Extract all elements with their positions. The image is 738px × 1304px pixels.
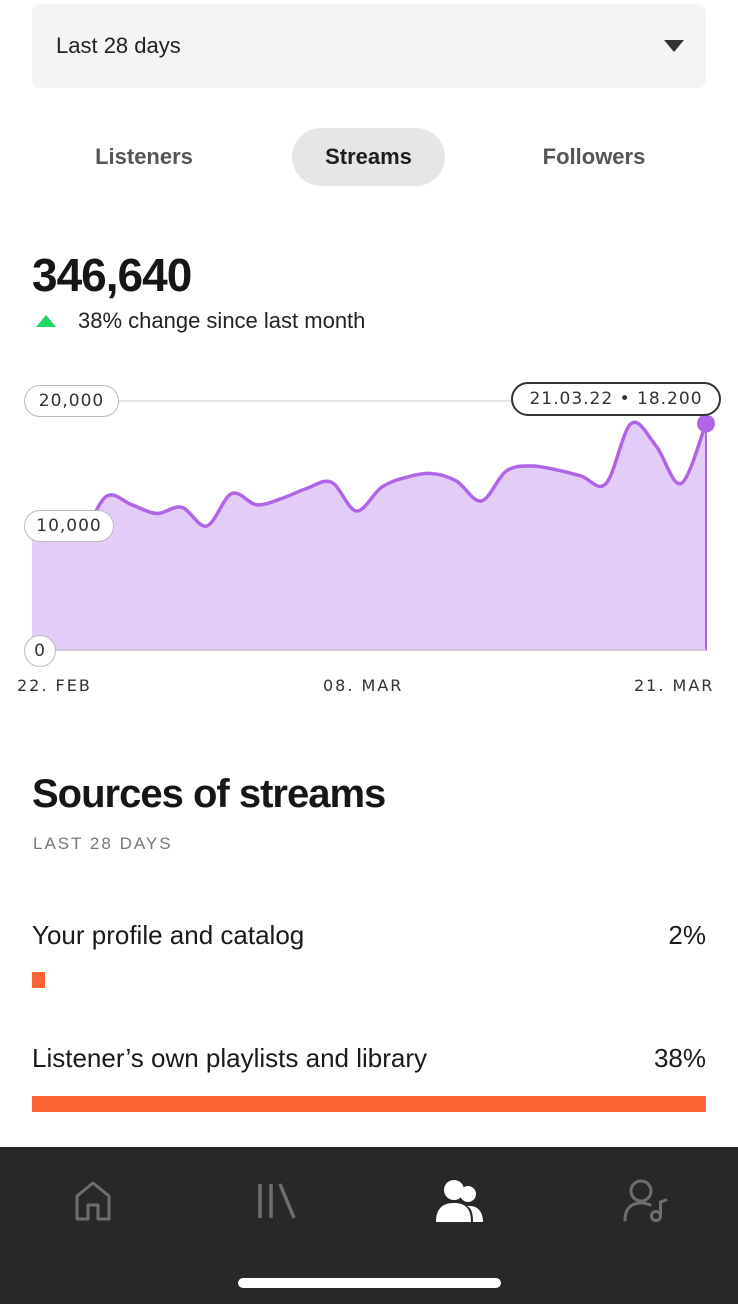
source-bar xyxy=(32,972,46,988)
source-label: Listener’s own playlists and library xyxy=(32,1043,428,1073)
source-percent: 38% xyxy=(653,1043,706,1073)
source-bar-track xyxy=(32,1096,706,1112)
change-text: 38% change since last month xyxy=(78,308,366,333)
nav-artist-profile[interactable] xyxy=(606,1171,686,1231)
series-line xyxy=(31,420,708,534)
streams-chart: 20,000 10,000 0 21.03.22 • 18.200 22. FE… xyxy=(0,370,738,710)
source-row[interactable]: Listener’s own playlists and library 38% xyxy=(32,1043,706,1113)
chart-canvas xyxy=(31,400,715,651)
metric-tabs: Listeners Streams Followers xyxy=(32,128,706,186)
chevron-down-icon xyxy=(664,40,684,52)
y-tick-label: 0 xyxy=(24,635,56,667)
bottom-navigation xyxy=(0,1147,738,1304)
change-indicator: 38% change since last month xyxy=(36,308,365,334)
x-tick-label: 08. MAR xyxy=(323,676,404,695)
source-label: Your profile and catalog xyxy=(32,920,305,950)
total-streams: 346,640 xyxy=(32,249,192,301)
source-bar xyxy=(32,1096,706,1112)
y-tick-label: 10,000 xyxy=(24,510,114,542)
y-tick-label: 20,000 xyxy=(24,385,119,417)
source-percent: 2% xyxy=(668,920,706,950)
sources-subtitle: LAST 28 DAYS xyxy=(33,834,173,853)
chart-tooltip: 21.03.22 • 18.200 xyxy=(511,382,721,416)
x-tick-label: 22. FEB xyxy=(17,676,92,695)
nav-home[interactable] xyxy=(53,1171,133,1231)
home-icon xyxy=(75,1181,111,1221)
trend-up-icon xyxy=(36,315,56,327)
tab-listeners[interactable]: Listeners xyxy=(95,144,193,169)
audience-icon xyxy=(436,1180,483,1222)
tab-streams[interactable]: Streams xyxy=(292,128,445,186)
x-tick-label: 21. MAR xyxy=(634,676,715,695)
nav-audience[interactable] xyxy=(420,1171,500,1231)
highlight-point xyxy=(697,414,715,433)
source-row[interactable]: Your profile and catalog 2% xyxy=(32,920,706,990)
source-bar-track xyxy=(32,972,706,988)
library-icon xyxy=(258,1183,296,1219)
sources-title: Sources of streams xyxy=(32,772,386,816)
series-area xyxy=(32,422,706,651)
home-indicator xyxy=(238,1278,501,1288)
tab-followers[interactable]: Followers xyxy=(542,144,646,169)
nav-library[interactable] xyxy=(237,1171,317,1231)
period-dropdown[interactable]: Last 28 days xyxy=(32,4,706,88)
period-value: Last 28 days xyxy=(56,33,181,58)
artist-profile-icon xyxy=(623,1179,668,1222)
